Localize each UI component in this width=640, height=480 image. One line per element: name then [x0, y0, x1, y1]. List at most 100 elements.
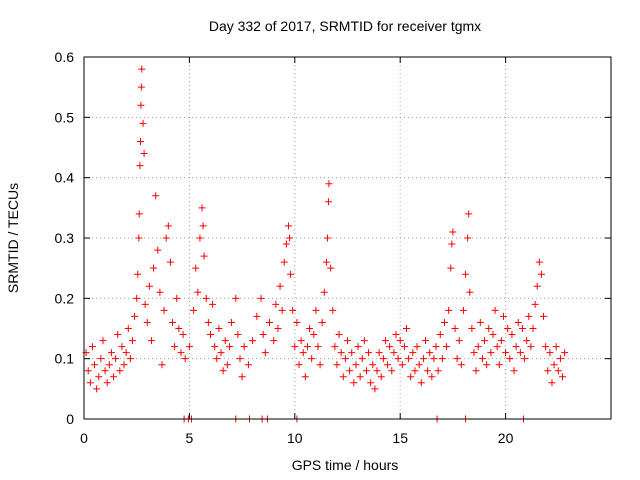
data-point	[88, 343, 96, 351]
data-point	[419, 355, 427, 363]
plot-frame	[83, 56, 612, 420]
data-point	[360, 337, 368, 345]
data-point	[150, 264, 158, 272]
data-point	[356, 373, 364, 381]
data-point	[137, 83, 145, 91]
data-point	[179, 331, 187, 339]
data-point	[489, 331, 497, 339]
y-tick-label: 0.2	[55, 290, 75, 306]
data-point	[136, 162, 144, 170]
data-point	[244, 361, 252, 369]
data-point	[396, 337, 404, 345]
data-point	[493, 343, 501, 351]
data-point	[156, 288, 164, 296]
data-point	[527, 343, 535, 351]
x-tick-label: 5	[186, 430, 194, 446]
data-point	[483, 361, 491, 369]
data-point	[495, 361, 503, 369]
data-points	[82, 65, 569, 423]
data-point	[137, 101, 145, 109]
data-point	[379, 355, 387, 363]
data-point	[217, 349, 225, 357]
data-point	[181, 355, 189, 363]
data-point	[550, 361, 558, 369]
data-point	[112, 355, 120, 363]
data-point	[99, 337, 107, 345]
data-point	[322, 258, 330, 266]
data-point	[171, 343, 179, 351]
data-point	[392, 331, 400, 339]
x-tick-label: 20	[498, 430, 514, 446]
data-point	[434, 367, 442, 375]
data-point	[369, 361, 377, 369]
data-point	[346, 367, 354, 375]
data-point	[175, 325, 183, 332]
data-point	[122, 349, 130, 357]
data-point	[417, 379, 425, 387]
data-point	[468, 325, 476, 332]
data-point	[537, 270, 545, 278]
data-point	[215, 325, 223, 332]
data-point	[333, 361, 341, 369]
data-point	[97, 355, 105, 363]
data-point	[306, 325, 314, 332]
data-point	[228, 318, 236, 326]
data-point	[166, 258, 174, 266]
data-point	[426, 349, 434, 357]
data-point	[510, 367, 518, 375]
data-point	[278, 306, 286, 314]
data-point	[518, 325, 526, 332]
data-point	[377, 373, 385, 381]
data-point	[497, 337, 505, 345]
data-point	[329, 306, 337, 314]
data-point	[213, 355, 221, 363]
data-point	[101, 367, 109, 375]
data-point	[274, 325, 282, 332]
data-point	[293, 318, 301, 326]
data-point	[542, 343, 550, 351]
data-point	[499, 312, 507, 320]
data-point	[428, 373, 436, 381]
data-point	[234, 331, 242, 339]
data-point	[232, 294, 240, 302]
data-point	[506, 355, 514, 363]
data-point	[162, 234, 170, 242]
data-point	[335, 331, 343, 339]
data-point	[331, 343, 339, 351]
data-point	[403, 325, 411, 332]
data-point	[521, 355, 529, 363]
data-point	[339, 373, 347, 381]
data-point	[198, 204, 206, 212]
data-point	[221, 337, 229, 345]
data-point	[249, 337, 257, 345]
data-point	[365, 349, 373, 357]
data-point	[341, 355, 349, 363]
data-point	[344, 337, 351, 345]
data-point	[169, 318, 177, 326]
data-point	[138, 65, 146, 73]
data-point	[266, 318, 274, 326]
data-point	[253, 312, 261, 320]
data-point	[502, 349, 510, 357]
data-point	[464, 234, 472, 242]
y-tick-label: 0.3	[55, 230, 75, 246]
data-point	[459, 306, 467, 314]
data-point	[152, 192, 160, 200]
data-point	[107, 349, 115, 357]
data-point	[337, 349, 345, 357]
data-point	[136, 137, 144, 145]
data-point	[375, 349, 383, 357]
data-point	[398, 361, 406, 369]
data-point	[177, 349, 185, 357]
data-point	[472, 367, 480, 375]
data-point	[512, 343, 520, 351]
data-point	[445, 306, 453, 314]
data-point	[314, 343, 322, 351]
data-point	[192, 264, 200, 272]
data-point	[476, 318, 484, 326]
y-tick-label: 0	[66, 411, 74, 427]
data-point	[390, 349, 398, 357]
data-point	[384, 361, 392, 369]
data-point	[194, 288, 202, 296]
data-point	[348, 349, 356, 357]
